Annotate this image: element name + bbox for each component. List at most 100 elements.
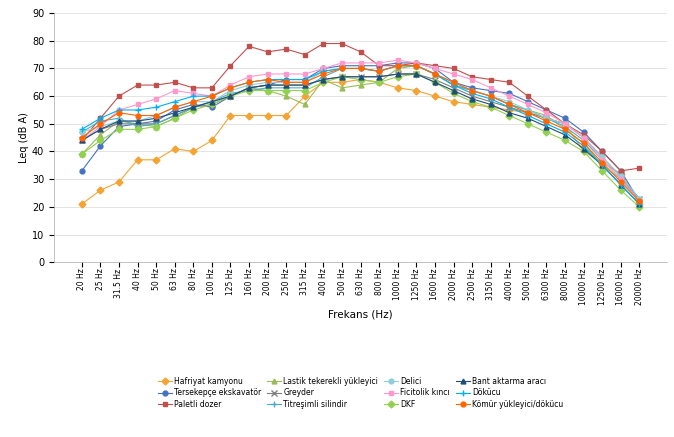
- Bant aktarma aracı: [412, 71, 421, 76]
- Titreşimli silindir: [394, 63, 402, 68]
- Hafriyat kamyonu: [208, 138, 216, 143]
- Tersekepçe ekskavatör: [319, 66, 328, 71]
- Greyder: [189, 104, 197, 110]
- Tersekepçe ekskavatör: [468, 85, 476, 90]
- Hafriyat kamyonu: [450, 99, 458, 104]
- Dökücu: [189, 94, 197, 99]
- Greyder: [171, 113, 179, 118]
- Kömür yükleyici/dökücu: [598, 160, 606, 165]
- Dökücu: [580, 143, 588, 149]
- Dökücu: [319, 69, 328, 74]
- Tersekepçe ekskavatör: [543, 108, 551, 113]
- Lastik tekerekli yükleyici: [152, 124, 160, 129]
- Delici: [394, 63, 402, 68]
- DKF: [282, 88, 290, 93]
- Tersekepçe ekskavatör: [338, 63, 346, 68]
- Paletli dozer: [598, 149, 606, 154]
- Ficitolik kıncı: [171, 88, 179, 93]
- Delici: [450, 80, 458, 85]
- Lastik tekerekli yükleyici: [450, 83, 458, 88]
- Hafriyat kamyonu: [115, 179, 123, 184]
- Line: Kömür yükleyici/dökücu: Kömür yükleyici/dökücu: [80, 63, 642, 204]
- Delici: [133, 118, 142, 124]
- Tersekepçe ekskavatör: [524, 99, 532, 104]
- Tersekepçe ekskavatör: [208, 104, 216, 110]
- DKF: [580, 149, 588, 154]
- Greyder: [412, 71, 421, 76]
- Ficitolik kıncı: [338, 60, 346, 66]
- Titreşimli silindir: [580, 138, 588, 143]
- Bant aktarma aracı: [226, 94, 235, 99]
- Hafriyat kamyonu: [561, 121, 569, 126]
- DKF: [115, 127, 123, 132]
- Greyder: [115, 121, 123, 126]
- Hafriyat kamyonu: [431, 94, 439, 99]
- Tersekepçe ekskavatör: [431, 66, 439, 71]
- Titreşimli silindir: [487, 94, 495, 99]
- Tersekepçe ekskavatör: [78, 168, 86, 173]
- Titreşimli silindir: [264, 85, 272, 90]
- Dökücu: [543, 121, 551, 126]
- Tersekepçe ekskavatör: [282, 77, 290, 82]
- Delici: [580, 135, 588, 140]
- Bant aktarma aracı: [543, 124, 551, 129]
- Dökücu: [133, 108, 142, 113]
- Lastik tekerekli yükleyici: [208, 99, 216, 104]
- Line: Ficitolik kıncı: Ficitolik kıncı: [80, 58, 642, 204]
- Titreşimli silindir: [450, 83, 458, 88]
- Dökücu: [636, 201, 644, 207]
- Tersekepçe ekskavatör: [357, 63, 365, 68]
- Greyder: [636, 196, 644, 201]
- Tersekepçe ekskavatör: [487, 88, 495, 93]
- Lastik tekerekli yükleyici: [617, 177, 625, 182]
- Delici: [245, 83, 253, 88]
- Kömür yükleyici/dökücu: [580, 141, 588, 146]
- Delici: [226, 88, 235, 93]
- Kömür yükleyici/dökücu: [561, 127, 569, 132]
- Ficitolik kıncı: [301, 71, 309, 76]
- Tersekepçe ekskavatör: [561, 116, 569, 121]
- Greyder: [338, 74, 346, 80]
- Tersekepçe ekskavatör: [226, 94, 235, 99]
- Bant aktarma aracı: [431, 80, 439, 85]
- Ficitolik kıncı: [96, 124, 104, 129]
- Hafriyat kamyonu: [468, 102, 476, 107]
- Legend: Hafriyat kamyonu, Tersekepçe ekskavatör, Paletli dozer, Lastik tekerekli yükleyi: Hafriyat kamyonu, Tersekepçe ekskavatör,…: [156, 376, 565, 410]
- Bant aktarma aracı: [189, 104, 197, 110]
- Bant aktarma aracı: [282, 83, 290, 88]
- Hafriyat kamyonu: [375, 80, 384, 85]
- Hafriyat kamyonu: [636, 201, 644, 207]
- Lastik tekerekli yükleyici: [468, 88, 476, 93]
- Kömür yükleyici/dökücu: [226, 85, 235, 90]
- Greyder: [431, 77, 439, 82]
- Tersekepçe ekskavatör: [394, 60, 402, 66]
- Titreşimli silindir: [357, 66, 365, 71]
- Titreşimli silindir: [375, 69, 384, 74]
- Hafriyat kamyonu: [357, 77, 365, 82]
- Dökücu: [245, 80, 253, 85]
- Titreşimli silindir: [96, 118, 104, 124]
- Lastik tekerekli yükleyici: [245, 85, 253, 90]
- Paletli dozer: [115, 94, 123, 99]
- Titreşimli silindir: [208, 99, 216, 104]
- Paletli dozer: [338, 41, 346, 46]
- Line: Lastik tekerekli yükleyici: Lastik tekerekli yükleyici: [80, 63, 642, 204]
- Line: DKF: DKF: [80, 72, 642, 209]
- Lastik tekerekli yükleyici: [524, 108, 532, 113]
- Delici: [96, 124, 104, 129]
- X-axis label: Frekans (Hz): Frekans (Hz): [328, 309, 393, 319]
- Dökücu: [431, 71, 439, 76]
- Dökücu: [152, 104, 160, 110]
- DKF: [468, 99, 476, 104]
- Dökücu: [506, 104, 514, 110]
- Tersekepçe ekskavatör: [245, 85, 253, 90]
- Delici: [115, 118, 123, 124]
- Titreşimli silindir: [171, 113, 179, 118]
- Hafriyat kamyonu: [412, 88, 421, 93]
- Kömür yükleyici/dökücu: [506, 102, 514, 107]
- Hafriyat kamyonu: [189, 149, 197, 154]
- Kömür yükleyici/dökücu: [152, 113, 160, 118]
- Kömür yükleyici/dökücu: [189, 99, 197, 104]
- Delici: [208, 99, 216, 104]
- Lastik tekerekli yükleyici: [226, 94, 235, 99]
